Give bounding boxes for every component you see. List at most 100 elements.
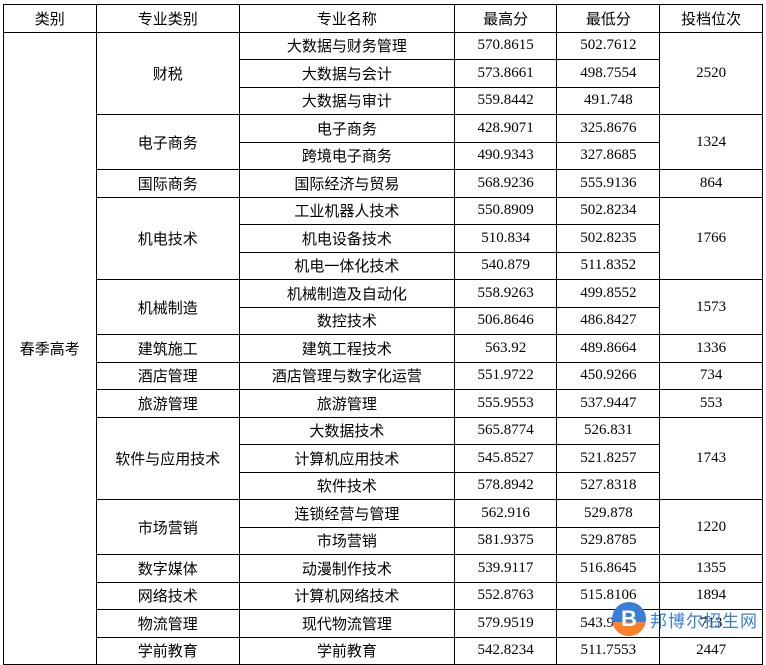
cell-major: 软件与应用技术 [96, 417, 239, 500]
cell-max: 490.9343 [454, 142, 557, 170]
cell-major: 国际商务 [96, 170, 239, 198]
cell-max: 563.92 [454, 335, 557, 363]
table-row: 学前教育学前教育542.8234511.75532447 [4, 637, 763, 665]
cell-name: 数控技术 [240, 307, 455, 335]
cell-min: 502.7612 [557, 32, 660, 60]
cell-max: 562.916 [454, 500, 557, 528]
cell-rank: 1220 [660, 500, 763, 555]
header-min: 最低分 [557, 5, 660, 33]
cell-name: 学前教育 [240, 637, 455, 665]
cell-name: 国际经济与贸易 [240, 170, 455, 198]
cell-major: 建筑施工 [96, 335, 239, 363]
table-row: 国际商务国际经济与贸易568.9236555.9136864 [4, 170, 763, 198]
cell-max: 550.8909 [454, 197, 557, 225]
cell-min: 498.7554 [557, 60, 660, 88]
table-body: 春季高考财税大数据与财务管理570.8615502.76122520 大数据与会计… [4, 32, 763, 665]
cell-major: 学前教育 [96, 637, 239, 665]
cell-name: 旅游管理 [240, 390, 455, 418]
cell-name: 机电一体化技术 [240, 252, 455, 280]
cell-rank: 1894 [660, 582, 763, 610]
cell-name: 计算机网络技术 [240, 582, 455, 610]
cell-name: 现代物流管理 [240, 610, 455, 638]
cell-min: 502.8234 [557, 197, 660, 225]
cell-max: 539.9117 [454, 555, 557, 583]
cell-rank: 1573 [660, 280, 763, 335]
cell-rank: 1324 [660, 115, 763, 170]
cell-max: 579.9519 [454, 610, 557, 638]
header-name: 专业名称 [240, 5, 455, 33]
cell-name: 建筑工程技术 [240, 335, 455, 363]
cell-rank: 2447 [660, 637, 763, 665]
cell-name: 跨境电子商务 [240, 142, 455, 170]
cell-min: 529.878 [557, 500, 660, 528]
cell-max: 578.8942 [454, 472, 557, 500]
cell-min: 521.8257 [557, 445, 660, 473]
cell-name: 连锁经营与管理 [240, 500, 455, 528]
cell-major: 酒店管理 [96, 362, 239, 390]
cell-max: 570.8615 [454, 32, 557, 60]
table-row: 建筑施工建筑工程技术563.92489.86641336 [4, 335, 763, 363]
cell-rank: 1766 [660, 197, 763, 280]
cell-max: 559.8442 [454, 87, 557, 115]
cell-major: 市场营销 [96, 500, 239, 555]
cell-name: 市场营销 [240, 527, 455, 555]
cell-rank: 553 [660, 390, 763, 418]
cell-min: 491.748 [557, 87, 660, 115]
cell-max: 552.8763 [454, 582, 557, 610]
table-row: 数字媒体动漫制作技术539.9117516.86451355 [4, 555, 763, 583]
cell-major: 电子商务 [96, 115, 239, 170]
header-max: 最高分 [454, 5, 557, 33]
header-rank: 投档位次 [660, 5, 763, 33]
header-major: 专业类别 [96, 5, 239, 33]
table-row: 机械制造机械制造及自动化558.9263499.85521573 [4, 280, 763, 308]
cell-min: 486.8427 [557, 307, 660, 335]
cell-min: 537.9447 [557, 390, 660, 418]
cell-max: 540.879 [454, 252, 557, 280]
cell-max: 506.8646 [454, 307, 557, 335]
cell-min: 526.831 [557, 417, 660, 445]
scores-table: 类别 专业类别 专业名称 最高分 最低分 投档位次 春季高考财税大数据与财务管理… [3, 4, 763, 665]
cell-rank: 864 [660, 170, 763, 198]
table-header-row: 类别 专业类别 专业名称 最高分 最低分 投档位次 [4, 5, 763, 33]
cell-name: 大数据与会计 [240, 60, 455, 88]
table-row: 电子商务电子商务428.9071325.86761324 [4, 115, 763, 143]
cell-max: 555.9553 [454, 390, 557, 418]
cell-max: 568.9236 [454, 170, 557, 198]
table-row: 酒店管理酒店管理与数字化运营551.9722450.9266734 [4, 362, 763, 390]
cell-min: 527.8318 [557, 472, 660, 500]
cell-max: 558.9263 [454, 280, 557, 308]
table-row: 软件与应用技术大数据技术565.8774526.8311743 [4, 417, 763, 445]
cell-rank: 1336 [660, 335, 763, 363]
cell-max: 428.9071 [454, 115, 557, 143]
cell-name: 电子商务 [240, 115, 455, 143]
cell-min: 529.8785 [557, 527, 660, 555]
cell-major: 机电技术 [96, 197, 239, 280]
cell-min: 502.8235 [557, 225, 660, 253]
cell-max: 510.834 [454, 225, 557, 253]
cell-min: 325.8676 [557, 115, 660, 143]
cell-name: 酒店管理与数字化运营 [240, 362, 455, 390]
cell-major: 机械制造 [96, 280, 239, 335]
cell-name: 机械制造及自动化 [240, 280, 455, 308]
cell-min: 555.9136 [557, 170, 660, 198]
cell-major: 物流管理 [96, 610, 239, 638]
cell-category: 春季高考 [4, 32, 97, 665]
cell-min: 511.7553 [557, 637, 660, 665]
cell-max: 581.9375 [454, 527, 557, 555]
cell-rank: 1355 [660, 555, 763, 583]
cell-min: 499.8552 [557, 280, 660, 308]
table-row: 市场营销连锁经营与管理562.916529.8781220 [4, 500, 763, 528]
table-row: 机电技术工业机器人技术550.8909502.82341766 [4, 197, 763, 225]
cell-name: 大数据与财务管理 [240, 32, 455, 60]
cell-min: 327.8685 [557, 142, 660, 170]
header-category: 类别 [4, 5, 97, 33]
cell-rank: 734 [660, 362, 763, 390]
cell-rank: 2520 [660, 32, 763, 115]
cell-major: 财税 [96, 32, 239, 115]
cell-rank: 713 [660, 610, 763, 638]
cell-min: 450.9266 [557, 362, 660, 390]
cell-name: 机电设备技术 [240, 225, 455, 253]
cell-min: 543.9274 [557, 610, 660, 638]
table-row: 网络技术计算机网络技术552.8763515.81061894 [4, 582, 763, 610]
cell-min: 515.8106 [557, 582, 660, 610]
